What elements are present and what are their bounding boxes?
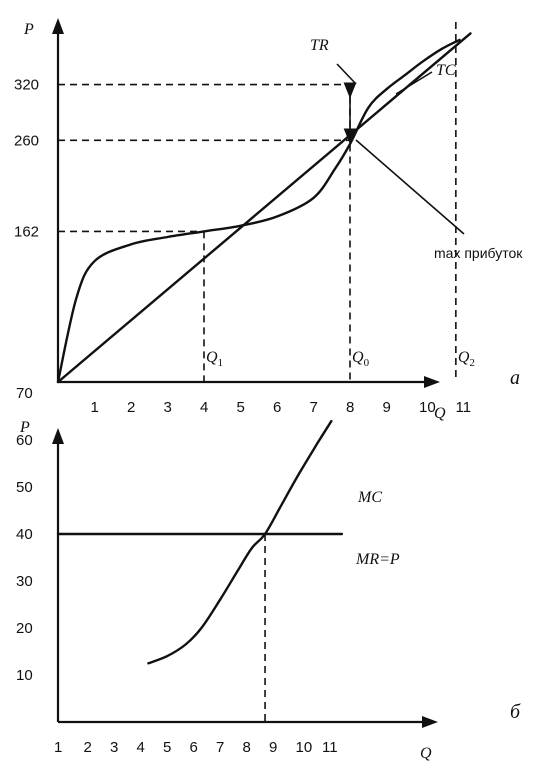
panel-a-label: а xyxy=(510,367,520,389)
panel-a-q-label-sub-2: 0 xyxy=(364,357,370,369)
panel-a-x-tick-5: 5 xyxy=(237,399,245,416)
panel-a-x-tick-4: 4 xyxy=(200,399,208,416)
panel-a-q-label-3: Q2 xyxy=(458,349,475,369)
max-profit-label: max прибуток xyxy=(434,245,523,261)
max-profit-leader-line xyxy=(355,139,465,235)
panel-b-x-tick-3: 3 xyxy=(110,739,118,756)
panel-a-x-tick-8: 8 xyxy=(346,399,354,416)
panel-a-x-tick-6: 6 xyxy=(273,399,281,416)
panel-b-y-tick-40: 40 xyxy=(16,526,33,543)
panel-b-x-tick-2: 2 xyxy=(84,739,92,756)
panel-b-y-tick-20: 20 xyxy=(16,620,33,637)
panel-b-y-label: P xyxy=(19,419,30,436)
panel-b-x-tick-10: 10 xyxy=(296,739,313,756)
panel-b-x-tick-6: 6 xyxy=(190,739,198,756)
panel-b-x-label: Q xyxy=(420,745,432,762)
panel-b-label: б xyxy=(510,701,521,723)
panel-a-q-label-sub-1: 1 xyxy=(218,357,224,369)
panel-a-x-tick-2: 2 xyxy=(127,399,135,416)
mc-curve xyxy=(147,420,333,665)
panel-b-x-tick-8: 8 xyxy=(243,739,251,756)
tr-line xyxy=(56,32,472,384)
panel-a-x-tick-11: 11 xyxy=(456,399,472,416)
panel-b-y-tick-30: 30 xyxy=(16,573,33,590)
tc-leader-line xyxy=(395,71,433,95)
panel-b-x-tick-11: 11 xyxy=(322,739,338,756)
panel-a-q-label-sub-3: 2 xyxy=(469,357,475,369)
panel-a-x-tick-10: 10 xyxy=(419,399,436,416)
panel-b-x-tick-5: 5 xyxy=(163,739,171,756)
panel-a-q-label-1: Q1 xyxy=(206,349,223,369)
panel-a-x-axis-arrow xyxy=(424,376,440,388)
panel-a-q-label-2: Q0 xyxy=(352,349,370,369)
panel-b-y-tick-70: 70 xyxy=(16,385,33,402)
panel-a-y-tick-162: 162 xyxy=(14,223,39,240)
panel-a-x-label: Q xyxy=(434,405,446,422)
panel-b-y-axis-arrow xyxy=(52,428,64,444)
tr-label: TR xyxy=(310,37,329,54)
panel-a-x-tick-7: 7 xyxy=(310,399,318,416)
mc-label: MC xyxy=(357,489,382,506)
tc-label: TC xyxy=(436,62,456,79)
panel-a-x-tick-9: 9 xyxy=(383,399,391,416)
panel-a-y-tick-320: 320 xyxy=(14,77,39,94)
panel-b-y-tick-10: 10 xyxy=(16,667,33,684)
panel-b-x-tick-7: 7 xyxy=(216,739,224,756)
mr-label: MR=P xyxy=(355,551,400,568)
tr-leader-line xyxy=(336,63,357,85)
panel-b-x-tick-4: 4 xyxy=(137,739,145,756)
panel-b-x-tick-9: 9 xyxy=(269,739,277,756)
panel-a-y-tick-260: 260 xyxy=(14,132,39,149)
panel-b-y-tick-50: 50 xyxy=(16,479,33,496)
panel-a-y-axis-arrow xyxy=(52,18,64,34)
panel-a-y-label: P xyxy=(23,21,34,38)
panel-b-x-axis-arrow xyxy=(422,716,438,728)
panel-a-x-tick-1: 1 xyxy=(91,399,99,416)
tc-curve xyxy=(56,38,461,384)
panel-b-x-tick-1: 1 xyxy=(54,739,62,756)
panel-a-x-tick-3: 3 xyxy=(164,399,172,416)
panel-b-y-tick-60: 60 xyxy=(16,432,33,449)
